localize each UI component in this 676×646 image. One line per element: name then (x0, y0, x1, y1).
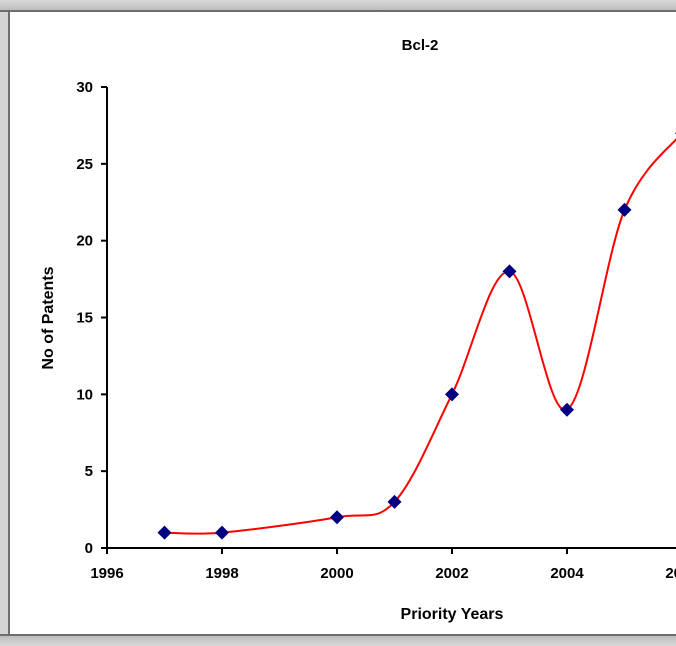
x-tick-label: 1996 (90, 565, 123, 582)
y-tick-label: 30 (76, 79, 93, 96)
series-line (164, 138, 676, 535)
window-top-border (0, 0, 676, 12)
data-point-marker (617, 202, 632, 217)
x-tick-label: 2000 (320, 565, 353, 582)
data-point-marker (560, 402, 574, 417)
x-tick-label: 2002 (435, 565, 468, 582)
y-tick-label: 15 (76, 310, 93, 327)
data-point-marker (387, 494, 402, 509)
y-tick-label: 20 (76, 233, 93, 250)
chart-title: Bcl-2 (402, 37, 439, 54)
data-point-marker (502, 264, 517, 279)
x-tick-label: 2004 (550, 565, 584, 582)
y-tick-label: 10 (76, 386, 93, 403)
y-tick-label: 0 (85, 540, 93, 557)
chart-axes: 0 5 10 15 20 25 30 1996 1998 2000 2002 2004 2006 (76, 79, 676, 582)
y-tick-label: 25 (76, 156, 93, 173)
data-point-marker (215, 525, 229, 540)
data-point-marker (157, 525, 172, 540)
data-point-marker (445, 387, 459, 402)
y-axis-title: No of Patents (40, 266, 57, 369)
window-bottom-border (0, 634, 676, 646)
y-tick-label: 5 (85, 463, 93, 480)
data-point-marker (330, 510, 344, 525)
x-tick-label: 2006 (665, 565, 676, 582)
x-axis-title: Priority Years (401, 606, 504, 623)
window-left-border (0, 12, 10, 634)
series-layer (157, 132, 676, 540)
x-tick-label: 1998 (205, 565, 238, 582)
